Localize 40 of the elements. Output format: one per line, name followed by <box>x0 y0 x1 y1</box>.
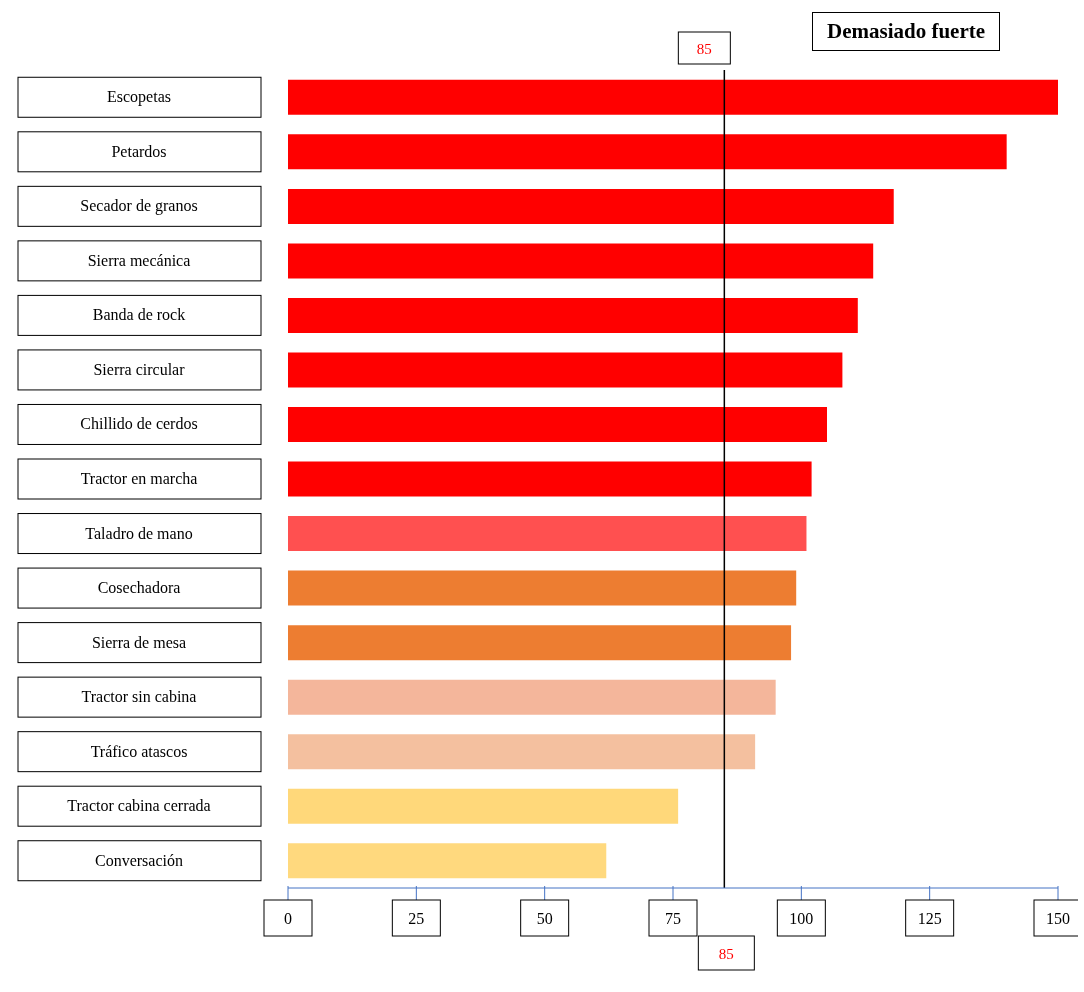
bar <box>288 843 607 879</box>
y-tick-label: Sierra de mesa <box>91 633 187 651</box>
text: Demasiado fuerte <box>812 12 1001 51</box>
bar <box>288 188 894 224</box>
x-tick-label: 150 <box>1046 910 1070 927</box>
bar <box>288 407 827 443</box>
bar <box>288 570 797 606</box>
bar <box>288 734 756 770</box>
x-tick-label: 50 <box>536 910 553 927</box>
bar <box>288 625 792 661</box>
y-tick-label: Secador de granos <box>80 197 198 216</box>
x-tick-label: 0 <box>284 910 292 927</box>
ref-line-label: 85 <box>696 41 712 57</box>
bar <box>288 243 874 279</box>
bar <box>288 516 807 552</box>
y-tick-label: Cosechadora <box>97 579 181 597</box>
x-tick-label: 25 <box>408 910 425 927</box>
bar <box>288 461 812 497</box>
y-tick-label: Escopetas <box>107 88 171 107</box>
y-tick-label: Chillido de cerdos <box>80 415 198 433</box>
y-tick-label: Tractor cabina cerrada <box>67 797 211 815</box>
bar <box>288 79 1058 115</box>
bar <box>288 679 776 715</box>
bar <box>288 352 843 388</box>
bar <box>288 134 1007 170</box>
x-tick-label: 75 <box>665 910 681 927</box>
y-tick-label: Taladro de mano <box>85 524 193 542</box>
y-tick-label: Banda de rock <box>92 306 186 324</box>
y-tick-label: Sierra circular <box>93 360 186 378</box>
y-tick-label: Tractor sin cabina <box>81 688 197 706</box>
y-tick-label: Conversación <box>95 851 183 869</box>
y-tick-label: Tractor en marcha <box>80 470 198 487</box>
y-tick-label: Petardos <box>111 142 167 160</box>
x-tick-label: 100 <box>789 910 814 927</box>
y-tick-label: Tráfico atascos <box>90 742 188 760</box>
text: 85 <box>718 946 734 962</box>
bar <box>288 788 679 824</box>
y-tick-label: Sierra mecánica <box>87 251 191 269</box>
bar <box>288 297 858 333</box>
x-tick-label: 125 <box>917 910 942 927</box>
